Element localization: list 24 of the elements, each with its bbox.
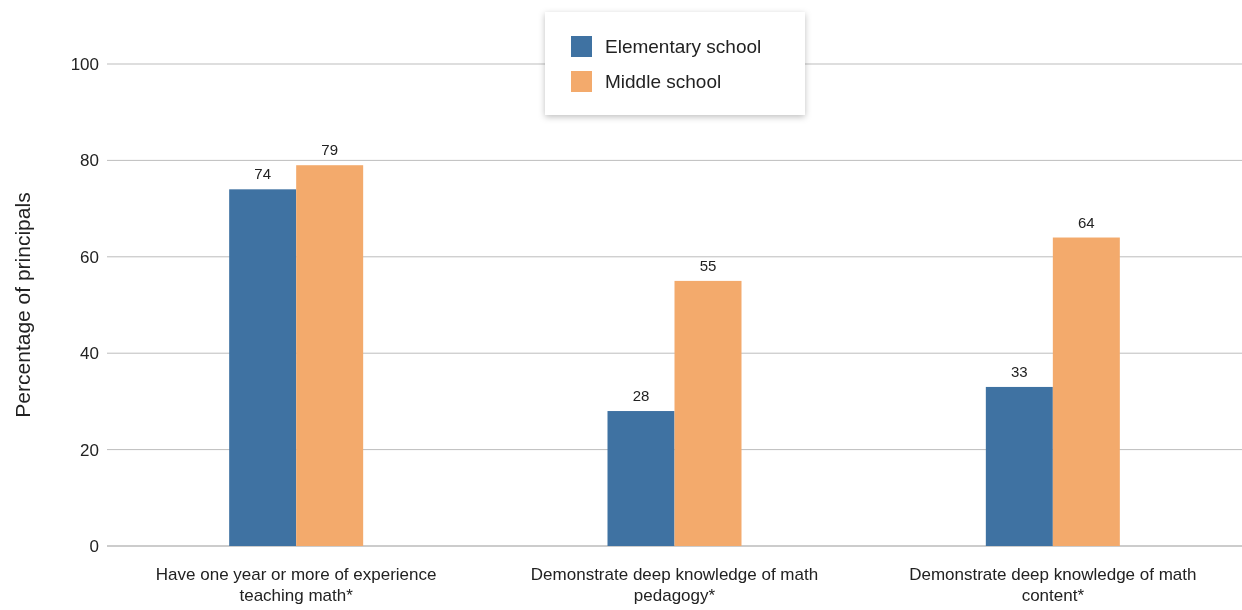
y-tick-label: 80 — [80, 151, 99, 171]
data-label: 79 — [321, 141, 339, 159]
bar — [674, 280, 742, 546]
x-tick-label: Demonstrate deep knowledge of math pedagogy* — [530, 565, 819, 605]
y-tick-label: 40 — [80, 344, 99, 364]
data-label: 28 — [632, 387, 650, 405]
bar — [985, 386, 1053, 546]
x-tick-label: Demonstrate deep knowledge of math content* — [909, 565, 1197, 605]
bar — [229, 189, 297, 546]
data-label: 74 — [254, 165, 272, 183]
bar — [296, 165, 364, 546]
y-axis-title: Percentage of principals — [11, 192, 34, 418]
legend-label: Middle school — [605, 71, 722, 92]
y-tick-label: 20 — [80, 440, 99, 460]
bar — [1052, 237, 1120, 546]
y-tick-label: 60 — [80, 247, 99, 267]
x-tick-label: Have one year or more of experience teaching math* — [155, 565, 437, 605]
y-tick-label: 0 — [89, 536, 99, 556]
data-label: 33 — [1010, 362, 1028, 380]
data-label: 64 — [1077, 213, 1095, 231]
legend-label: Elementary school — [605, 36, 762, 57]
data-label: 55 — [699, 256, 717, 274]
y-tick-label: 100 — [70, 54, 99, 74]
bar — [607, 411, 675, 546]
